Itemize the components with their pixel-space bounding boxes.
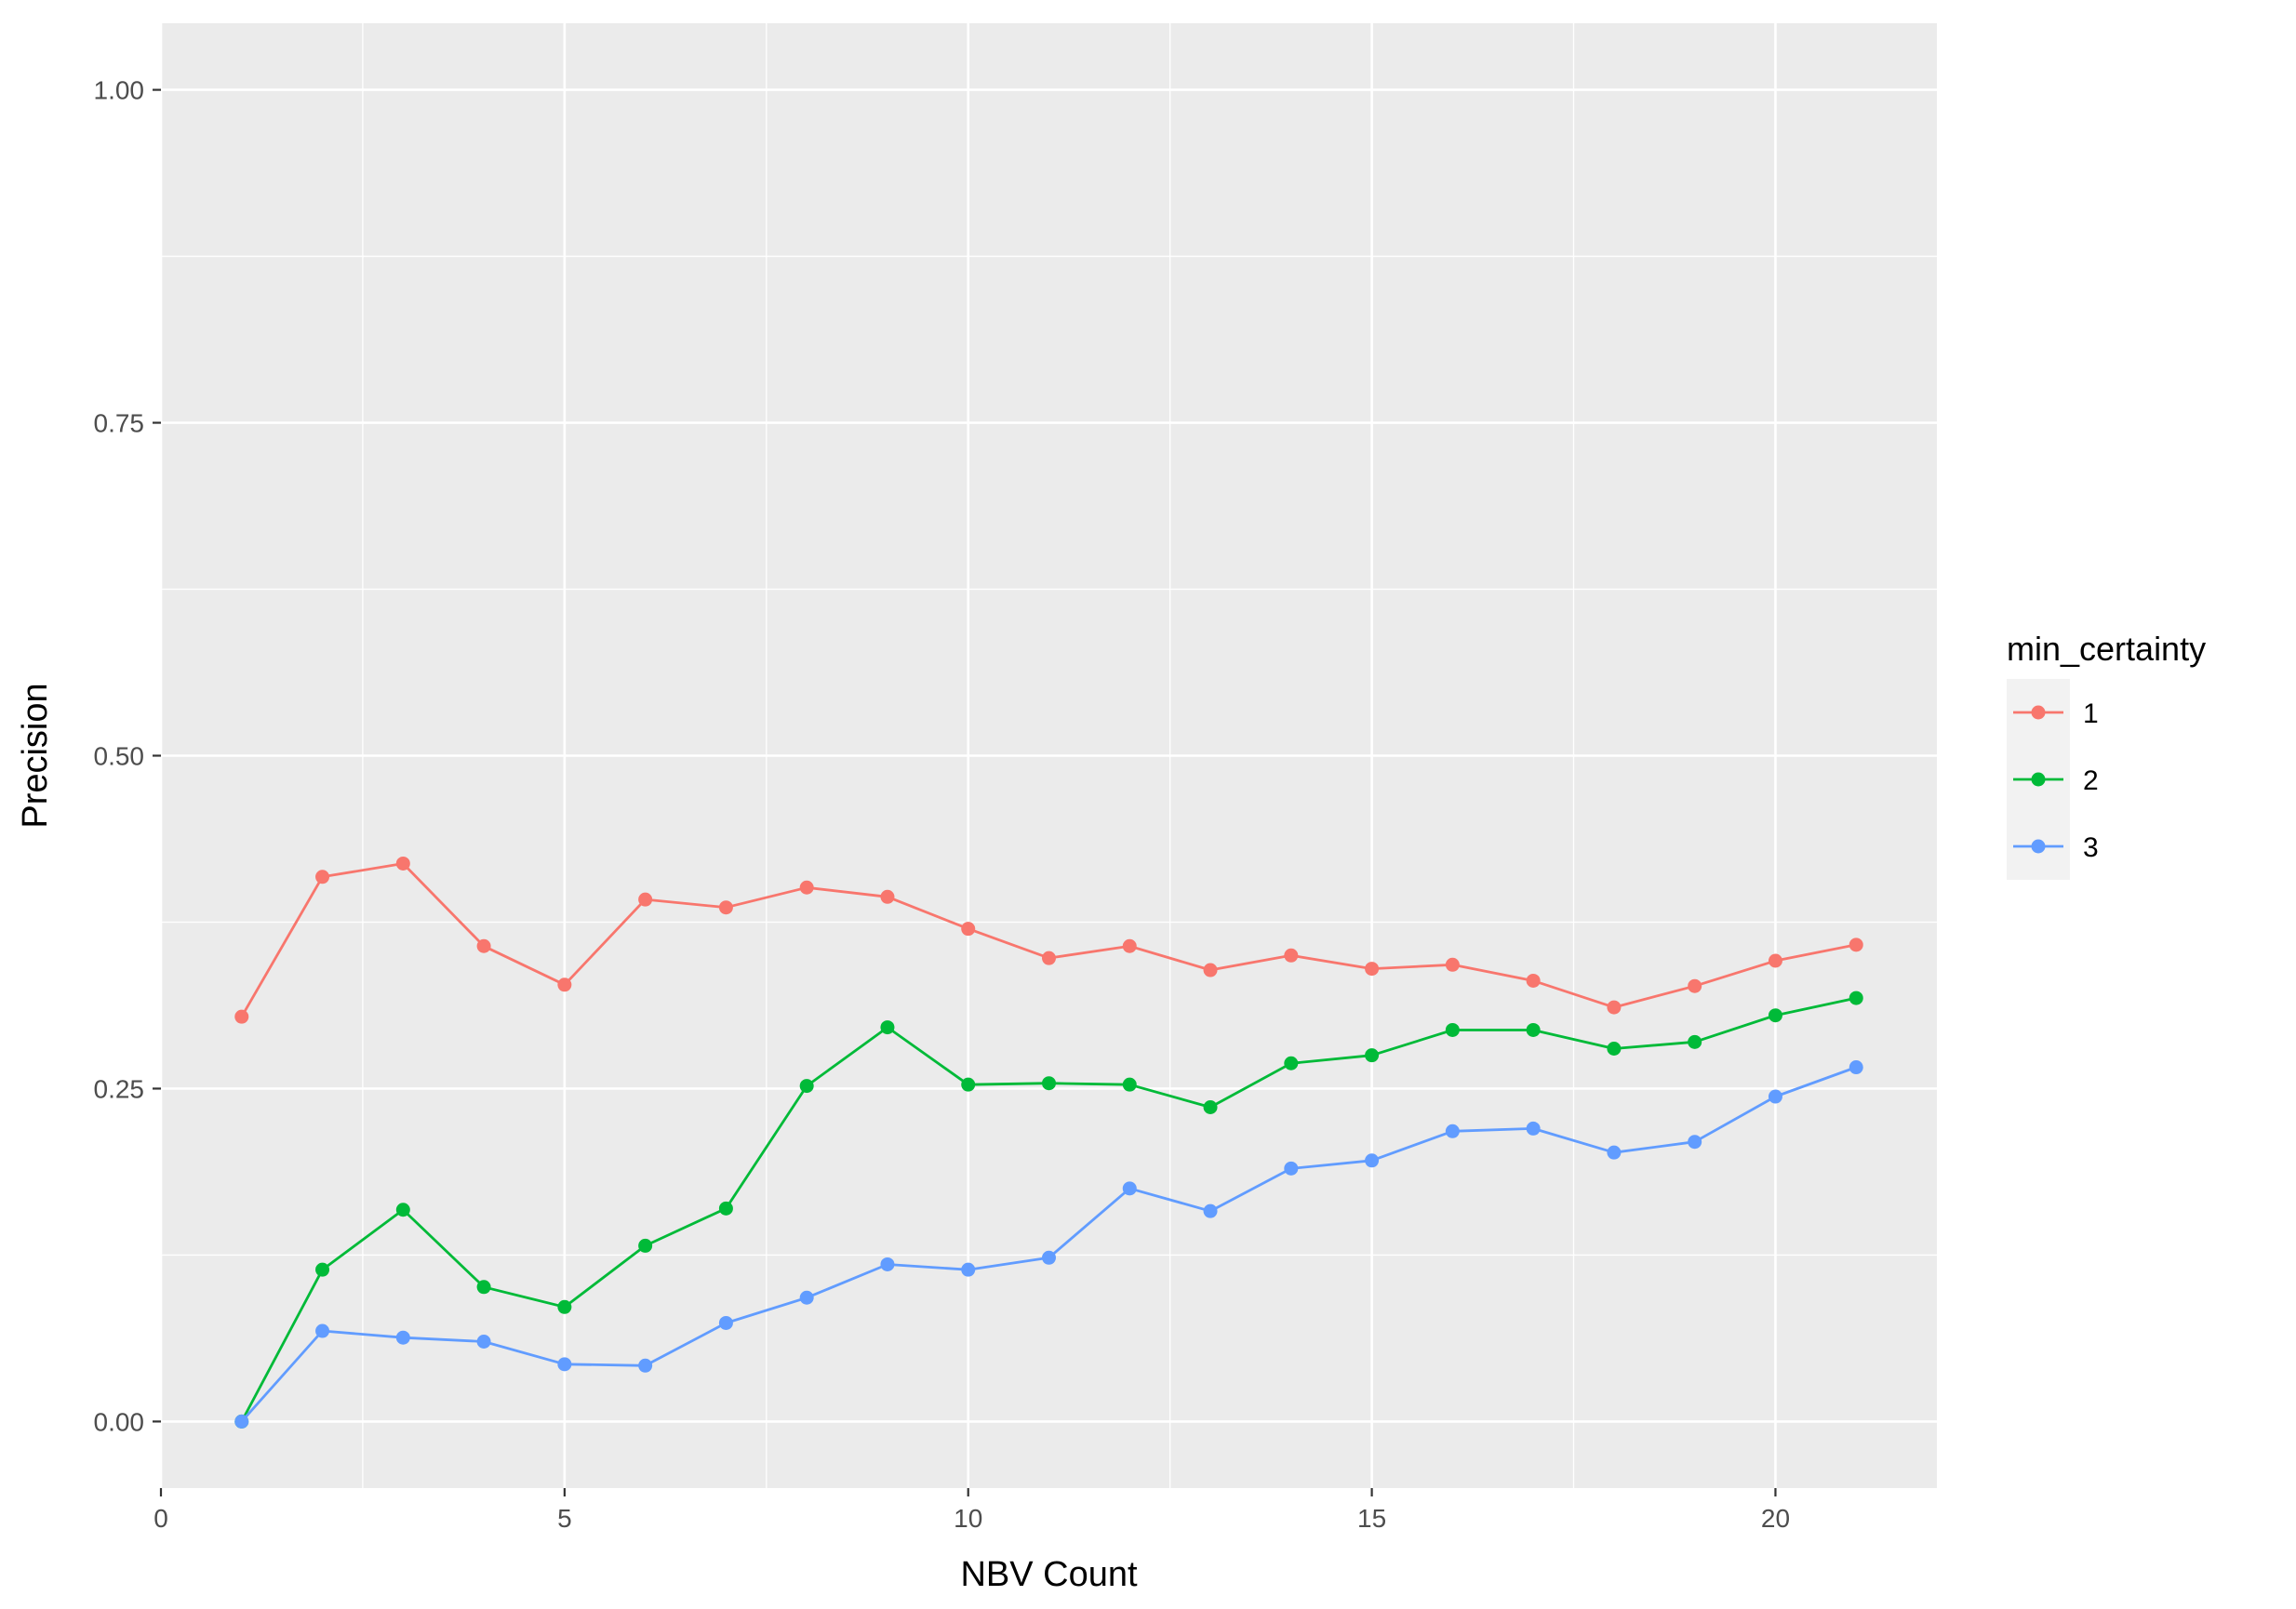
data-point: [315, 1262, 330, 1277]
data-point: [1526, 1022, 1541, 1037]
legend: min_certainty 1 2 3: [2007, 630, 2206, 880]
legend-label: 1: [2083, 698, 2099, 729]
series-layer: [234, 856, 1863, 1429]
legend-label: 3: [2083, 832, 2099, 863]
data-point: [1688, 978, 1702, 993]
data-point: [1607, 1042, 1622, 1056]
data-point: [1042, 951, 1056, 965]
legend-label: 2: [2083, 765, 2099, 796]
legend-key-point: [2031, 772, 2046, 787]
data-point: [961, 1262, 976, 1277]
x-tick-label: 0: [154, 1504, 168, 1533]
data-point: [961, 1077, 976, 1092]
data-point: [880, 1257, 895, 1271]
data-point: [961, 922, 976, 937]
x-tick-label: 5: [557, 1504, 572, 1533]
data-point: [476, 938, 491, 953]
y-tick-label: 0.75: [94, 409, 145, 438]
data-point: [718, 900, 733, 915]
y-axis-title: Precision: [16, 683, 55, 828]
data-point: [1849, 937, 1863, 952]
data-point: [1526, 1121, 1541, 1136]
data-point: [638, 892, 653, 907]
data-point: [1607, 1000, 1622, 1015]
data-point: [880, 1020, 895, 1035]
data-point: [1365, 1048, 1380, 1063]
x-axis-title: NBV Count: [960, 1555, 1138, 1594]
data-point: [1445, 1124, 1460, 1138]
data-point: [1203, 1203, 1218, 1218]
data-point: [638, 1238, 653, 1253]
y-tick-label: 0.50: [94, 742, 145, 771]
data-point: [395, 1330, 410, 1345]
data-point: [718, 1315, 733, 1330]
legend-item-1: 1: [2007, 679, 2099, 746]
data-point: [315, 1323, 330, 1338]
data-point: [1203, 1100, 1218, 1114]
data-point: [1122, 938, 1137, 953]
series-3: [234, 1060, 1863, 1429]
series-1: [234, 856, 1863, 1024]
data-point: [1284, 1161, 1299, 1176]
data-point: [1768, 1089, 1782, 1104]
data-point: [395, 856, 410, 871]
data-point: [1445, 1022, 1460, 1037]
legend-key-point: [2031, 839, 2046, 854]
legend-key-point: [2031, 705, 2046, 720]
data-point: [1365, 962, 1380, 977]
data-point: [1122, 1077, 1137, 1092]
legend-item-2: 2: [2007, 746, 2099, 813]
x-tick-label: 20: [1761, 1504, 1790, 1533]
data-point: [1284, 1056, 1299, 1070]
data-point: [1607, 1145, 1622, 1160]
data-point: [1768, 953, 1782, 968]
major-grid: [159, 23, 1937, 1488]
data-point: [1203, 963, 1218, 977]
data-point: [557, 1357, 572, 1372]
data-point: [1688, 1135, 1702, 1150]
data-point: [1849, 1060, 1863, 1075]
series-2: [234, 991, 1863, 1429]
data-point: [1445, 957, 1460, 972]
legend-item-3: 3: [2007, 813, 2099, 880]
data-point: [799, 1079, 814, 1094]
x-axis: 0 5 10 15 20: [154, 1488, 1790, 1533]
data-point: [799, 1290, 814, 1305]
x-tick-label: 10: [954, 1504, 982, 1533]
data-point: [557, 1299, 572, 1314]
data-point: [718, 1201, 733, 1216]
data-point: [1849, 991, 1863, 1005]
legend-title: min_certainty: [2007, 630, 2206, 668]
data-point: [315, 870, 330, 884]
y-tick-label: 0.25: [94, 1074, 145, 1103]
data-point: [1042, 1250, 1056, 1265]
y-tick-label: 1.00: [94, 76, 145, 105]
data-point: [1365, 1153, 1380, 1168]
data-point: [395, 1203, 410, 1217]
y-tick-label: 0.00: [94, 1407, 145, 1436]
data-point: [476, 1280, 491, 1295]
data-point: [1768, 1008, 1782, 1023]
data-point: [1688, 1034, 1702, 1049]
data-point: [1284, 948, 1299, 963]
x-tick-label: 15: [1357, 1504, 1386, 1533]
data-point: [557, 977, 572, 992]
data-point: [1042, 1076, 1056, 1091]
data-point: [638, 1358, 653, 1373]
data-point: [880, 889, 895, 904]
data-point: [234, 1414, 249, 1429]
y-axis: 0.00 0.25 0.50 0.75 1.00: [94, 76, 161, 1436]
data-point: [1526, 973, 1541, 988]
data-point: [799, 880, 814, 895]
data-point: [476, 1335, 491, 1349]
data-point: [1122, 1181, 1137, 1196]
data-point: [234, 1009, 249, 1024]
